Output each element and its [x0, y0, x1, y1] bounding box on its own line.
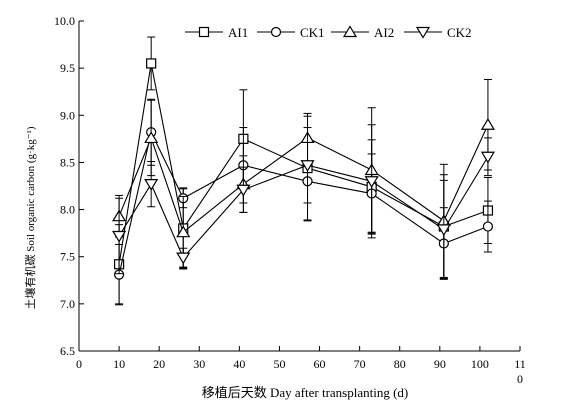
x-tick-label: 0 — [517, 372, 523, 386]
legend-marker — [270, 26, 282, 38]
data-point — [144, 131, 159, 144]
y-tick-label: 9.5 — [60, 61, 75, 75]
x-tick-label: 50 — [273, 357, 285, 371]
series-line — [118, 156, 489, 259]
data-point — [146, 58, 157, 69]
y-tick-label: 7.5 — [60, 250, 75, 264]
x-tick-label: 80 — [394, 357, 406, 371]
legend-marker — [342, 25, 358, 38]
series-AI1 — [113, 36, 494, 305]
y-tick-label: 10.0 — [54, 14, 75, 28]
x-tick-label: 0 — [76, 357, 82, 371]
data-point — [480, 118, 495, 130]
data-point — [480, 151, 495, 164]
legend-label: AI2 — [374, 25, 394, 40]
data-point — [436, 224, 451, 237]
y-tick-label: 9.0 — [60, 108, 75, 122]
data-point — [236, 184, 251, 197]
series-line — [118, 124, 489, 234]
y-axis-label: 土壤有机碳 Soil organic carbon (g·kg⁻¹) — [23, 126, 37, 309]
x-tick-label: 11 — [514, 357, 526, 371]
x-tick-label: 20 — [153, 357, 165, 371]
x-tick-label: 90 — [434, 357, 446, 371]
data-point — [176, 225, 191, 238]
series-CK1 — [113, 98, 494, 306]
legend-item-CK2: CK2 — [404, 25, 472, 40]
data-point — [112, 230, 127, 243]
data-point — [300, 160, 315, 172]
x-tick-label: 60 — [314, 357, 326, 371]
x-tick-label: 40 — [233, 357, 245, 371]
series-group — [112, 36, 495, 306]
x-tick-label: 10 — [113, 357, 125, 371]
legend-label: CK2 — [447, 25, 472, 40]
data-point — [144, 179, 159, 191]
legend-label: CK1 — [300, 25, 325, 40]
data-point — [364, 176, 379, 188]
series-CK2 — [112, 124, 495, 279]
y-tick-label: 6.5 — [60, 344, 75, 358]
y-tick-label: 8.0 — [60, 203, 75, 217]
y-axis-ticks: 6.5 7.0 7.5 8.0 8.5 9.0 9.5 10.0 — [54, 14, 84, 358]
legend-marker — [198, 26, 210, 38]
data-point — [482, 221, 494, 232]
legend-item-AI1: AI1 — [185, 25, 248, 40]
legend-label: AI1 — [228, 25, 248, 40]
legend-item-CK1: CK1 — [257, 25, 325, 40]
x-tick-label: 30 — [193, 357, 205, 371]
legend: AI1 CK1 AI2 CK2 — [185, 25, 472, 40]
y-tick-label: 8.5 — [60, 155, 75, 169]
x-tick-label: 100 — [471, 357, 489, 371]
x-axis-label: 移植后天数 Day after transplanting (d) — [202, 385, 409, 400]
x-tick-label: 70 — [354, 357, 366, 371]
data-point — [176, 252, 191, 265]
series-line — [118, 130, 489, 275]
y-tick-label: 7.0 — [60, 297, 75, 311]
legend-item-AI2: AI2 — [331, 25, 394, 40]
x-axis-ticks: 0 10 20 30 40 50 60 70 80 90 100 110 — [76, 346, 526, 386]
series-line — [118, 63, 489, 265]
axes — [78, 21, 520, 352]
legend-marker — [415, 26, 431, 39]
